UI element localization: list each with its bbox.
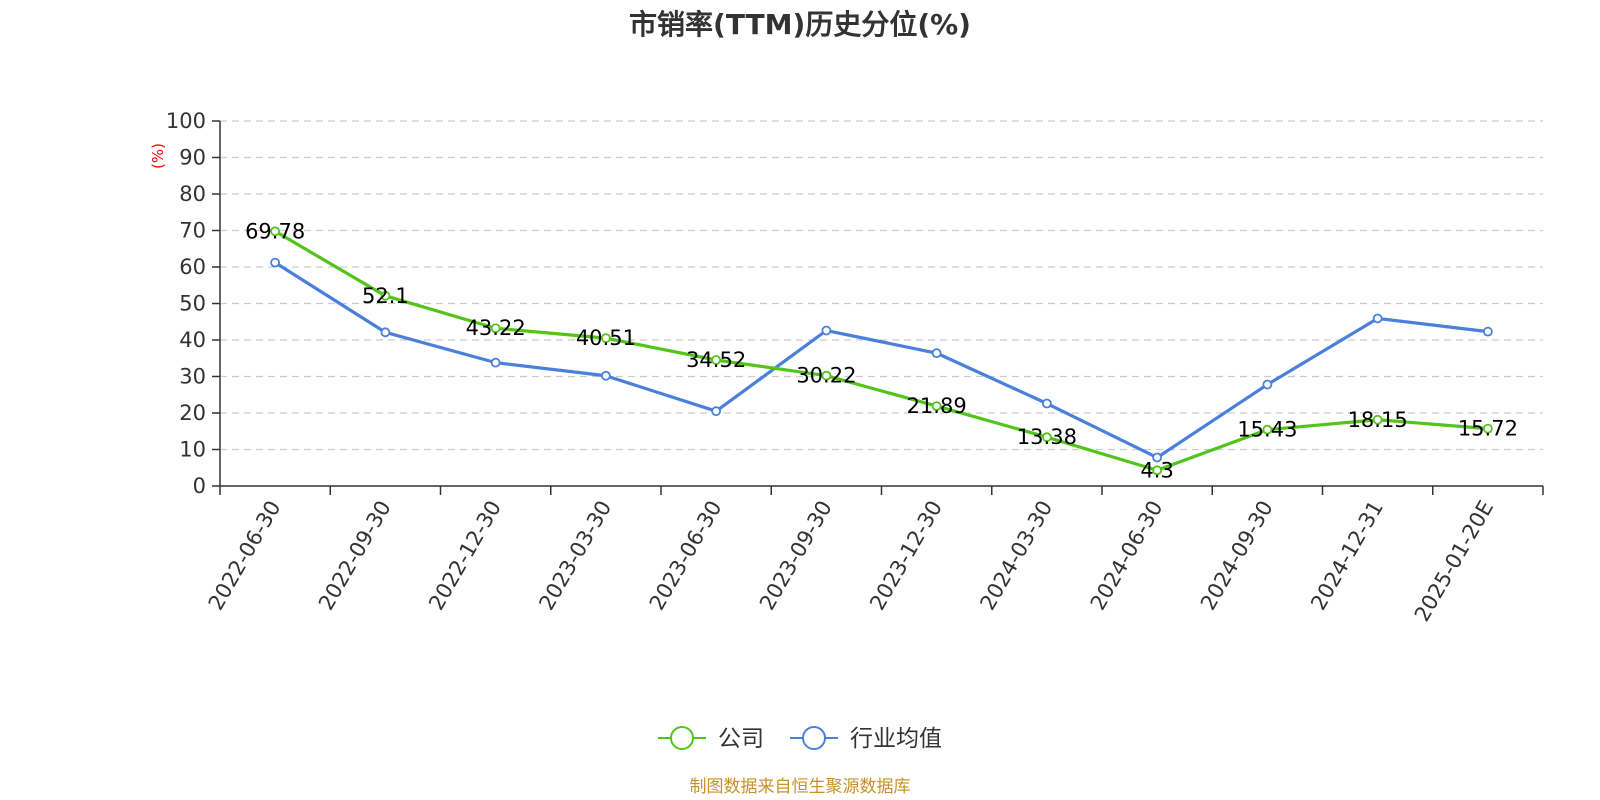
data-point-0 bbox=[380, 290, 391, 301]
series-line-0 bbox=[274, 229, 1489, 472]
data-point-0 bbox=[270, 226, 281, 237]
axes bbox=[212, 120, 1544, 495]
data-point-1 bbox=[931, 348, 942, 359]
series bbox=[270, 226, 1493, 476]
x-tick-label: 2023-09-30 bbox=[755, 497, 837, 615]
data-point-0 bbox=[1041, 432, 1052, 443]
x-tick-label: 2022-12-30 bbox=[424, 497, 506, 615]
x-tick-label: 2023-06-30 bbox=[645, 497, 727, 615]
x-tick-label: 2023-03-30 bbox=[534, 497, 616, 615]
data-point-0 bbox=[1372, 414, 1383, 425]
legend-marker bbox=[802, 726, 826, 750]
data-point-0 bbox=[1482, 423, 1493, 434]
data-label: 15.72 bbox=[1458, 417, 1518, 441]
y-tick-label: 10 bbox=[179, 438, 206, 462]
x-tick-label: 2024-09-30 bbox=[1196, 497, 1278, 615]
y-tick-label: 0 bbox=[193, 474, 206, 498]
data-label: 30.22 bbox=[796, 364, 856, 388]
data-label: 4.3 bbox=[1140, 458, 1173, 482]
data-label: 15.43 bbox=[1237, 418, 1297, 442]
chart-title: 市销率(TTM)历史分位(%) bbox=[629, 8, 971, 41]
grid-lines bbox=[220, 120, 1543, 451]
x-tick-label: 2024-12-31 bbox=[1306, 497, 1388, 615]
y-tick-label: 80 bbox=[179, 182, 206, 206]
source-note: 制图数据来自恒生聚源数据库 bbox=[690, 777, 911, 797]
data-label: 52.1 bbox=[362, 284, 409, 308]
y-tick-label: 90 bbox=[179, 146, 206, 170]
data-label: 18.15 bbox=[1348, 408, 1408, 432]
data-point-1 bbox=[1041, 398, 1052, 409]
data-point-1 bbox=[1262, 379, 1273, 390]
data-point-1 bbox=[1372, 313, 1383, 324]
legend-item-0: 公司 bbox=[658, 726, 764, 752]
y-tick-label: 40 bbox=[179, 328, 206, 352]
data-label: 40.51 bbox=[576, 326, 636, 350]
data-point-1 bbox=[270, 257, 281, 268]
y-tick-labels: 0 10 20 30 40 50 60 70 80 90 100 bbox=[166, 109, 206, 498]
data-point-1 bbox=[490, 357, 501, 368]
data-point-1 bbox=[380, 327, 391, 338]
data-point-0 bbox=[931, 401, 942, 412]
y-tick-label: 30 bbox=[179, 365, 206, 389]
x-tick-label: 2022-09-30 bbox=[314, 497, 396, 615]
x-tick-label: 2022-06-30 bbox=[204, 497, 286, 615]
data-point-1 bbox=[1482, 326, 1493, 337]
data-label: 21.89 bbox=[907, 394, 967, 418]
y-tick-label: 100 bbox=[166, 109, 206, 133]
x-tick-label: 2024-06-30 bbox=[1086, 497, 1168, 615]
x-tick-label: 2024-03-30 bbox=[975, 497, 1057, 615]
y-tick-label: 70 bbox=[179, 219, 206, 243]
y-tick-label: 60 bbox=[179, 255, 206, 279]
y-tick-label: 50 bbox=[179, 292, 206, 316]
x-tick-label: 2023-12-30 bbox=[865, 497, 947, 615]
data-point-0 bbox=[821, 370, 832, 381]
series-line-1 bbox=[274, 261, 1489, 460]
x-tick-labels: 2022-06-30 2022-09-30 2022-12-30 2023-03-30… bbox=[204, 497, 1499, 626]
legend-label: 公司 bbox=[718, 726, 764, 752]
data-point-1 bbox=[711, 406, 722, 417]
data-label: 69.78 bbox=[245, 219, 305, 243]
y-axis-unit-label: (%) bbox=[149, 143, 167, 169]
data-label: 43.22 bbox=[466, 316, 526, 340]
y-tick-label: 20 bbox=[179, 401, 206, 425]
x-tick-label: 2025-01-20E bbox=[1410, 497, 1498, 626]
data-label: 13.38 bbox=[1017, 425, 1077, 449]
data-point-1 bbox=[1152, 452, 1163, 463]
data-point-1 bbox=[821, 325, 832, 336]
data-point-0 bbox=[1152, 465, 1163, 476]
data-point-0 bbox=[711, 355, 722, 365]
legend-label: 行业均值 bbox=[850, 726, 942, 752]
data-labels: 69.78 52.1 43.22 40.51 34.52 30.22 21.89 13.38 4… bbox=[245, 219, 1518, 482]
data-point-0 bbox=[600, 333, 611, 344]
legend-marker bbox=[670, 726, 694, 750]
data-point-0 bbox=[490, 323, 501, 334]
data-point-1 bbox=[600, 370, 611, 381]
legend-item-1: 行业均值 bbox=[790, 726, 942, 752]
data-label: 34.52 bbox=[686, 348, 746, 372]
legend: 公司 行业均值 bbox=[658, 726, 942, 752]
data-point-0 bbox=[1262, 424, 1273, 435]
